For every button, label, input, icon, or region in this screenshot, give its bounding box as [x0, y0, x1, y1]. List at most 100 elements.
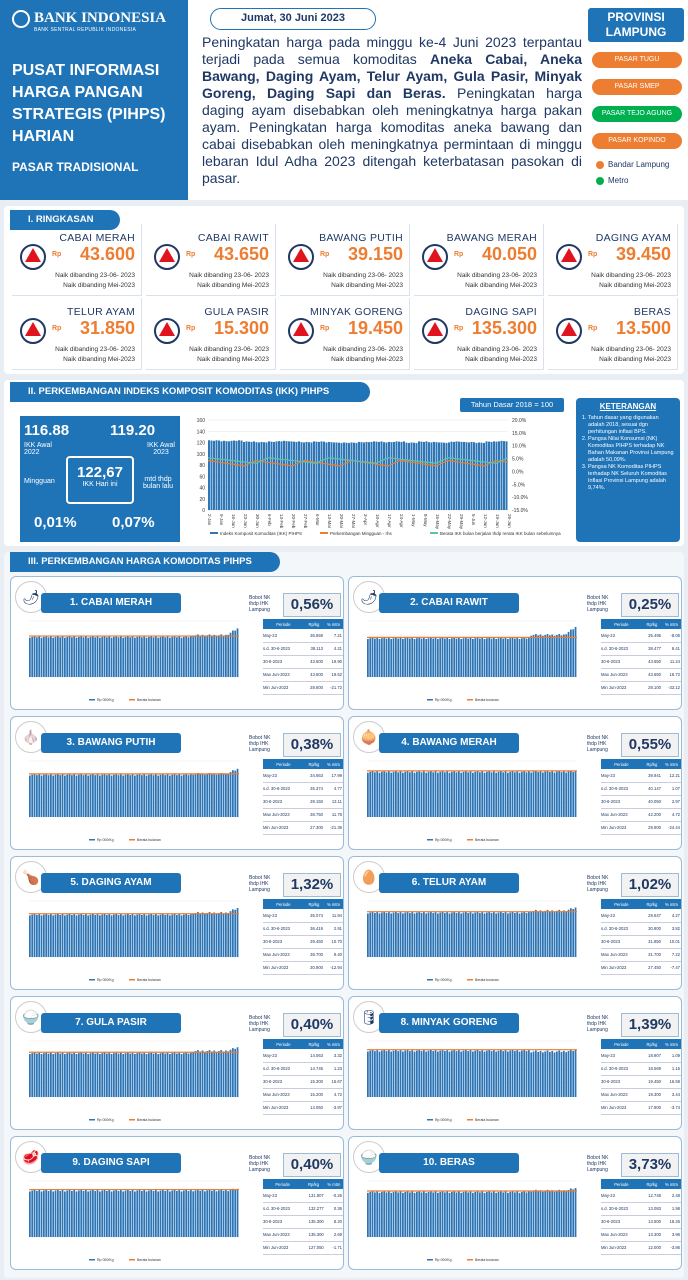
x-tick: 23-Jan [243, 514, 248, 528]
price-bar [404, 912, 407, 957]
bobot-value: 0,38% [283, 733, 341, 757]
ikk-bar [323, 441, 325, 510]
legend-label: Perkembangan Mingguan - rhs [330, 531, 393, 536]
up-arrow-icon [20, 244, 46, 270]
price-bar [528, 637, 530, 677]
table-cell: 2.91 [323, 922, 343, 936]
price-bar [85, 636, 87, 677]
price-bar [134, 1054, 136, 1097]
price-bar [176, 1190, 178, 1237]
price-bar [525, 913, 528, 957]
price-bar [488, 770, 491, 817]
price-bar [52, 1191, 55, 1237]
price-bar [75, 1191, 78, 1237]
market-button[interactable]: PASAR KOPINDO [592, 133, 682, 149]
price-bar [369, 1050, 372, 1097]
price-bar [152, 637, 155, 677]
price-bar [521, 1191, 523, 1237]
table-cell: 36.659 [303, 629, 324, 643]
price-bar [176, 915, 178, 957]
price-bar [383, 637, 386, 677]
price-bar [441, 637, 444, 677]
price-bar [78, 1190, 80, 1237]
price-bar [204, 636, 206, 677]
table-row: Max Jun-2023 43.600 19.52 [263, 668, 343, 682]
price-bar [222, 635, 225, 677]
price-bar [106, 1053, 108, 1097]
market-button[interactable]: PASAR TUGU [592, 52, 682, 68]
table-cell: Max Jun-2023 [263, 668, 304, 682]
table-header: % mtm [661, 619, 681, 629]
report-title: PUSAT INFORMASI HARGA PANGAN STRATEGIS (… [12, 62, 166, 145]
price-bar [497, 912, 500, 957]
price-bar [206, 1051, 209, 1097]
summary-card: DAGING AYAM Rp 39.450 Naik dibanding 23-06-… [548, 224, 678, 296]
price-bar [57, 636, 59, 677]
price-bar [80, 1189, 83, 1237]
up-arrow-icon [288, 244, 314, 270]
legend-label: Rp 000/Kg [435, 698, 452, 702]
price-bar [208, 773, 211, 817]
price-bar [213, 1189, 216, 1237]
price-bar [164, 775, 167, 817]
price-bar [187, 1190, 190, 1237]
table-row: Min Jun-2023 127.050 -1.71 [263, 1241, 343, 1255]
price-bar [395, 1191, 397, 1237]
bobot-value: 1,32% [283, 873, 341, 897]
price-bar [82, 1190, 85, 1237]
price-bar [52, 637, 55, 677]
price-bar [199, 1190, 202, 1237]
price-bar [180, 1054, 183, 1097]
x-tick: 2-Jan [207, 514, 212, 526]
commodity-panel: 🥩 9. DAGING SAPI Bobot NK thdp IHK Lampung… [10, 1136, 344, 1270]
price-bar [59, 775, 62, 817]
market-button[interactable]: PASAR SMEP [592, 79, 682, 95]
price-bar [87, 775, 90, 817]
bobot-label: Bobot NK thdp IHK Lampung [249, 1155, 271, 1173]
commodity-panel: 🧅 4. BAWANG MERAH Bobot NK thdp IHK Lampun… [348, 716, 682, 850]
table-header: Rp/kg [302, 1179, 325, 1189]
price-bar [511, 1049, 514, 1097]
price-bar [371, 911, 374, 957]
price-bar [549, 1191, 551, 1237]
table-cell: Max Jun-2023 [263, 1228, 303, 1242]
price-bar [553, 772, 556, 817]
commodity-title: 3. BAWANG PUTIH [41, 733, 181, 753]
table-cell: 3.82 [661, 922, 681, 936]
market-button[interactable]: PASAR TEJO AGUNG [592, 106, 682, 122]
price-bar [462, 912, 465, 957]
ikk-bar [243, 441, 245, 510]
table-header: % mtm [323, 899, 343, 909]
price-bar [381, 638, 383, 677]
price-bar [500, 1191, 502, 1237]
ikk-bar [258, 442, 260, 510]
price-bar [423, 637, 425, 677]
table-cell: 7.22 [661, 948, 681, 962]
price-bar [85, 1052, 87, 1097]
price-bar [509, 1191, 512, 1237]
price-bar [392, 1191, 395, 1237]
price-bar [542, 635, 544, 677]
bobot-label: Bobot NK thdp IHK Lampung [587, 595, 609, 613]
up-arrow-icon [20, 318, 46, 344]
ikk-bar [270, 441, 273, 510]
price-bar [556, 634, 558, 677]
price-bar [481, 1050, 484, 1097]
table-header: Rp/kg [641, 619, 662, 629]
legend-label: Berata bulanan [475, 698, 499, 702]
price-bar [530, 911, 533, 957]
summary-card: DAGING SAPI Rp 135.300 Naik dibanding 23-06… [414, 298, 544, 370]
ikk-bar [300, 442, 303, 510]
price-bar [211, 774, 213, 817]
legend-swatch [427, 839, 433, 841]
price-table: Periode Rp/kg% mtm May-23 14.063 3.32 s.d. 30… [263, 1039, 343, 1115]
currency: Rp [454, 251, 464, 258]
price-bar [64, 1191, 66, 1237]
price-bar [514, 913, 516, 957]
table-row: 30-6-2023 39.150 13.11 [263, 795, 343, 809]
price-bar [439, 1191, 442, 1237]
ikk-bar [495, 441, 498, 510]
price-bar [388, 637, 390, 677]
table-row: 30-6-2023 43.650 11.24 [601, 655, 681, 669]
y-right-tick: -5.0% [512, 482, 526, 488]
